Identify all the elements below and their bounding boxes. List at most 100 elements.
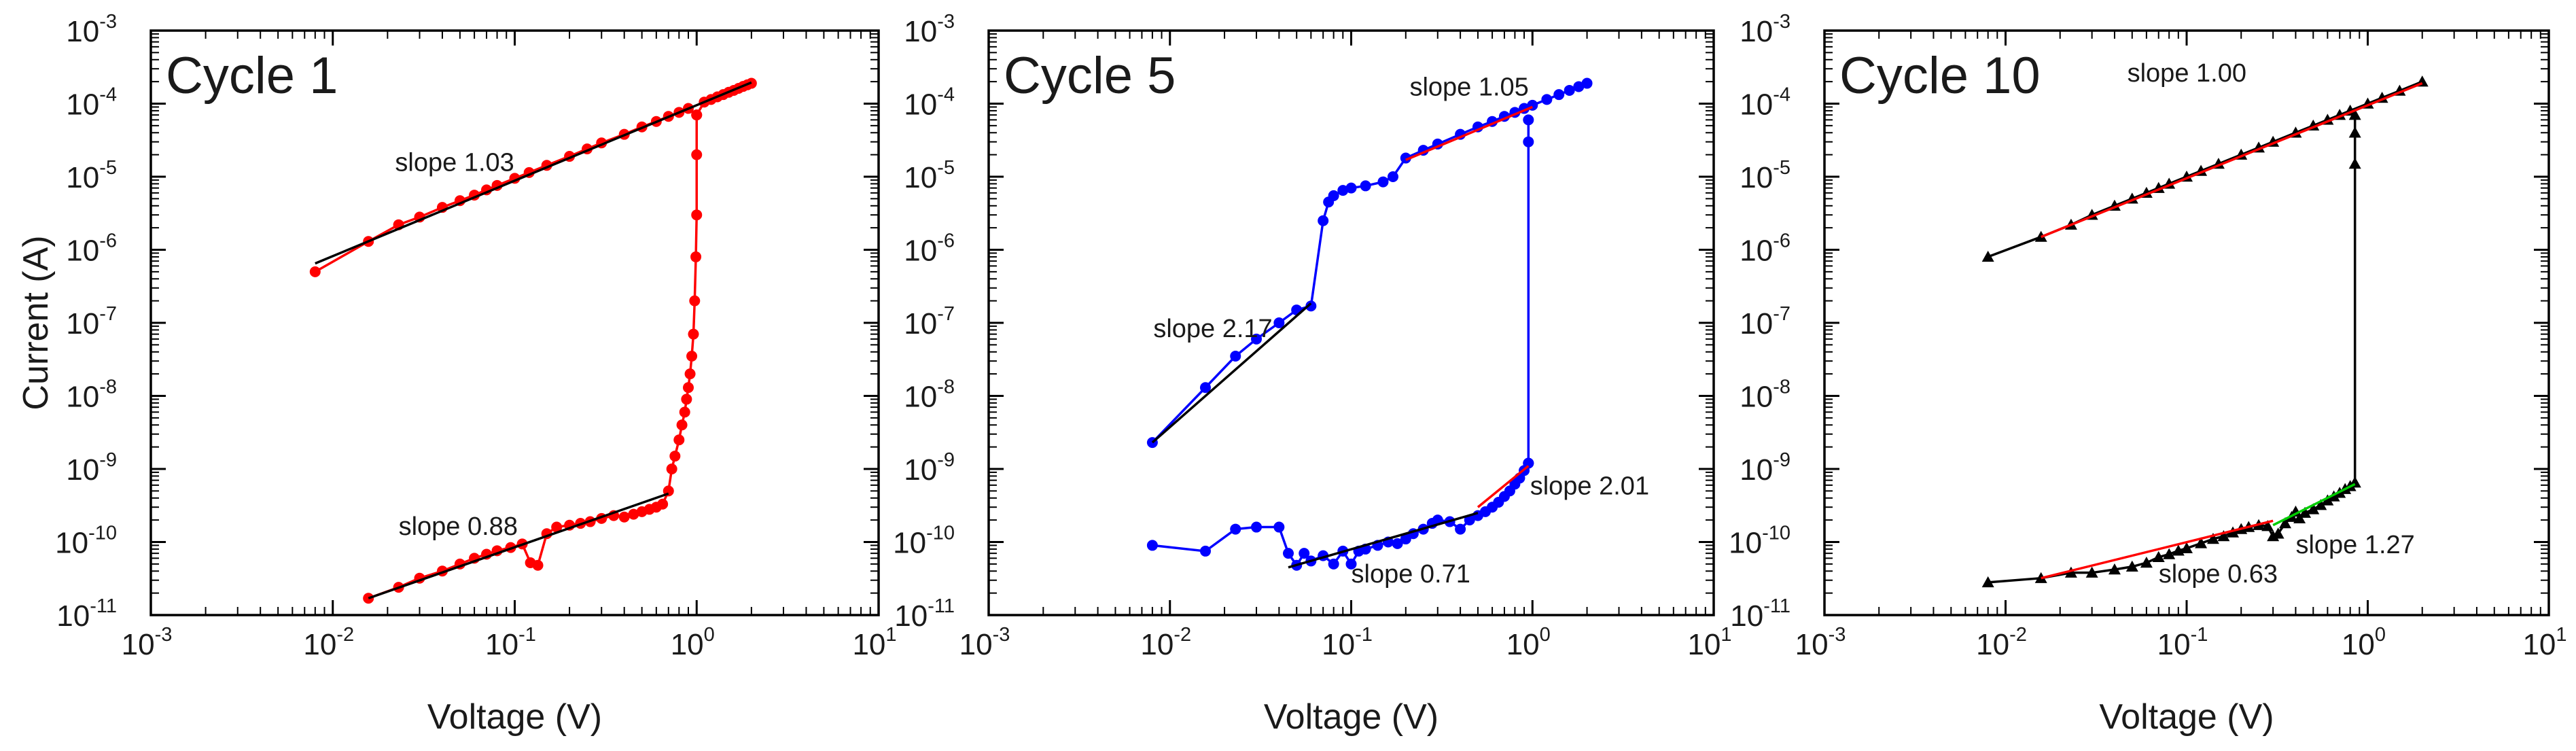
y-tick-label-exponent: -10 <box>88 523 117 544</box>
x-tick-label-exponent: -2 <box>1174 624 1191 646</box>
x-tick-label: 101 <box>1687 624 1731 661</box>
data-point <box>1387 171 1398 182</box>
y-tick-label-exponent: -6 <box>937 230 955 252</box>
x-tick-label-base: 10 <box>1506 628 1540 661</box>
data-point <box>1251 521 1263 533</box>
data-point <box>1553 89 1565 101</box>
y-tick-label-exponent: -7 <box>937 303 955 325</box>
data-point <box>1230 351 1241 362</box>
slope-annotation: slope 1.27 <box>2295 531 2414 559</box>
y-tick-label: 10-6 <box>66 230 117 268</box>
y-tick-label: 10-8 <box>1740 377 1790 414</box>
y-tick-label-base: 10 <box>1740 381 1773 414</box>
y-tick-label-base: 10 <box>1740 307 1773 340</box>
data-point <box>657 498 669 510</box>
y-tick-label-base: 10 <box>1730 599 1763 633</box>
data-point <box>1377 176 1389 188</box>
data-point <box>1200 382 1212 394</box>
data-point <box>2195 537 2208 548</box>
fit-line <box>1405 105 1533 161</box>
data-point <box>1523 114 1534 126</box>
y-tick-label: 10-10 <box>1729 523 1790 560</box>
y-tick-label-exponent: -10 <box>1762 523 1790 544</box>
data-point <box>2206 533 2219 544</box>
x-tick-label-exponent: 1 <box>1721 624 1731 646</box>
data-point <box>1981 250 1994 262</box>
y-tick-label-exponent: -7 <box>99 303 117 325</box>
y-tick-label-exponent: -8 <box>1773 377 1790 398</box>
y-tick-label-exponent: -3 <box>99 11 117 33</box>
fit-line <box>2041 82 2423 239</box>
data-point <box>2321 494 2334 506</box>
slope-annotation: slope 0.88 <box>399 512 518 541</box>
fit-line <box>315 81 752 265</box>
y-tick-label-base: 10 <box>66 453 99 487</box>
y-tick-label-exponent: -9 <box>937 449 955 471</box>
data-point <box>532 559 544 571</box>
data-point <box>1273 317 1285 328</box>
slope-annotation: slope 0.63 <box>2159 560 2278 589</box>
fit-line <box>1477 465 1530 508</box>
panel-title: Cycle 5 <box>1004 47 1176 105</box>
x-tick-label: 10-2 <box>303 624 354 661</box>
data-point <box>1282 548 1294 559</box>
x-tick-label: 10-3 <box>959 624 1010 661</box>
x-tick-label-exponent: 1 <box>2556 624 2566 646</box>
x-tick-label: 100 <box>671 624 715 661</box>
data-point <box>1360 180 1371 192</box>
x-axis-label: Voltage (V) <box>2099 697 2274 737</box>
data-point <box>1981 576 1994 588</box>
y-tick-label: 10-11 <box>894 595 955 633</box>
y-tick-label-base: 10 <box>894 599 928 633</box>
x-tick-label: 10-1 <box>2157 624 2208 661</box>
x-tick-label-base: 10 <box>303 628 336 661</box>
panel-cycle-1: 10-3 10-2 10-1 100 10110-1110-1010-910-810-7… <box>16 11 897 737</box>
x-tick-label-exponent: 0 <box>704 624 715 646</box>
y-tick-label-base: 10 <box>55 527 88 560</box>
slope-annotation: slope 0.71 <box>1352 560 1470 589</box>
data-point <box>1523 457 1534 469</box>
y-tick-label: 10-5 <box>66 157 117 194</box>
y-tick-label-exponent: -3 <box>1773 11 1790 33</box>
slope-annotation: slope 1.05 <box>1409 73 1528 101</box>
data-point <box>2181 542 2193 553</box>
data-point <box>2085 566 2098 578</box>
data-point <box>2217 529 2230 542</box>
x-tick-label-base: 10 <box>1795 628 1829 661</box>
y-tick-label-exponent: -11 <box>1763 595 1790 617</box>
data-point <box>1523 136 1534 147</box>
y-tick-label: 10-7 <box>66 303 117 340</box>
y-tick-label-base: 10 <box>1740 234 1773 268</box>
y-tick-label-base: 10 <box>1740 453 1773 487</box>
data-point <box>2108 563 2121 575</box>
y-tick-label: 10-4 <box>66 84 117 122</box>
x-tick-label: 100 <box>1506 624 1551 661</box>
data-point <box>2064 566 2077 578</box>
x-tick-label-base: 10 <box>1322 628 1355 661</box>
x-tick-label-exponent: -3 <box>155 624 173 646</box>
y-tick-label-base: 10 <box>904 453 937 487</box>
panel-cycle-10: 10-3 10-2 10-1 100 10110-1110-1010-910-810-7… <box>1729 11 2566 737</box>
x-tick-label-exponent: -1 <box>2191 624 2208 646</box>
x-tick-label-base: 10 <box>2342 628 2375 661</box>
y-tick-label: 10-11 <box>56 595 117 633</box>
data-point <box>309 266 321 277</box>
y-tick-label-base: 10 <box>904 15 937 48</box>
y-tick-label-base: 10 <box>904 307 937 340</box>
data-point <box>691 209 703 221</box>
x-tick-label-exponent: 0 <box>2375 624 2386 646</box>
y-tick-label-exponent: -3 <box>937 11 955 33</box>
y-tick-label: 10-10 <box>55 523 117 560</box>
y-tick-label-exponent: -8 <box>99 377 117 398</box>
data-point <box>2348 158 2361 169</box>
y-tick-label-exponent: -5 <box>99 157 117 179</box>
panel-cycle-5: 10-3 10-2 10-1 100 10110-1110-1010-910-810-7… <box>893 11 1731 737</box>
fit-line <box>1151 302 1312 444</box>
data-point <box>688 328 699 340</box>
x-tick-label-base: 10 <box>671 628 704 661</box>
data-point <box>1200 545 1212 557</box>
y-tick-label-exponent: -4 <box>937 84 955 106</box>
y-tick-label: 10-11 <box>1730 595 1790 633</box>
y-tick-label: 10-3 <box>904 11 955 48</box>
y-tick-label-base: 10 <box>1740 88 1773 122</box>
